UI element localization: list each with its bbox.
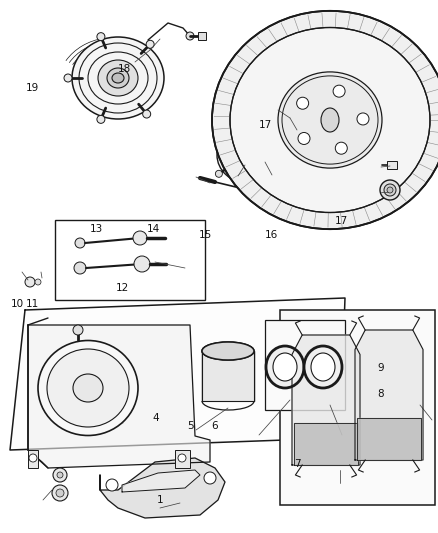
Text: 5: 5 (187, 422, 194, 431)
Circle shape (97, 115, 105, 123)
Text: 10: 10 (11, 299, 24, 309)
Text: 11: 11 (26, 299, 39, 309)
Ellipse shape (98, 60, 138, 96)
Polygon shape (10, 298, 345, 450)
Circle shape (256, 121, 263, 128)
Text: 4: 4 (152, 414, 159, 423)
Circle shape (335, 142, 347, 154)
Circle shape (106, 479, 118, 491)
Circle shape (29, 454, 37, 462)
Circle shape (143, 110, 151, 118)
Circle shape (256, 182, 263, 189)
Circle shape (56, 489, 64, 497)
Text: 14: 14 (147, 224, 160, 234)
Polygon shape (355, 330, 423, 460)
Polygon shape (122, 470, 200, 492)
Text: 17: 17 (335, 216, 348, 226)
Ellipse shape (273, 353, 297, 381)
Polygon shape (294, 423, 358, 465)
Bar (175, 450, 190, 468)
Polygon shape (100, 458, 225, 518)
Circle shape (387, 187, 393, 193)
Text: 8: 8 (378, 390, 385, 399)
Ellipse shape (321, 108, 339, 132)
Circle shape (97, 33, 105, 41)
Text: 16: 16 (265, 230, 278, 239)
Circle shape (74, 262, 86, 274)
Polygon shape (357, 418, 421, 460)
Ellipse shape (107, 68, 129, 88)
Circle shape (53, 468, 67, 482)
Bar (280, 310, 435, 505)
Circle shape (146, 41, 154, 49)
Circle shape (357, 113, 369, 125)
Text: 9: 9 (378, 363, 385, 373)
Polygon shape (292, 335, 360, 465)
Circle shape (204, 472, 216, 484)
Ellipse shape (232, 141, 264, 169)
Text: 17: 17 (258, 120, 272, 130)
Text: 15: 15 (199, 230, 212, 239)
Text: 12: 12 (116, 283, 129, 293)
Bar (28, 450, 38, 468)
Circle shape (297, 97, 309, 109)
Ellipse shape (311, 353, 335, 381)
Circle shape (298, 133, 310, 144)
Ellipse shape (209, 345, 247, 357)
Ellipse shape (202, 342, 254, 360)
Ellipse shape (266, 346, 304, 388)
Text: 18: 18 (118, 64, 131, 74)
Ellipse shape (202, 342, 254, 360)
Bar (55, 220, 205, 300)
Bar (265, 320, 345, 410)
Circle shape (133, 231, 147, 245)
Circle shape (280, 151, 287, 158)
Circle shape (384, 184, 396, 196)
Bar (198, 32, 206, 40)
Ellipse shape (304, 346, 342, 388)
Circle shape (35, 279, 41, 285)
Circle shape (134, 256, 150, 272)
Circle shape (333, 85, 345, 97)
Circle shape (380, 180, 400, 200)
Polygon shape (28, 325, 210, 468)
Text: 13: 13 (90, 224, 103, 234)
Ellipse shape (212, 11, 438, 229)
Ellipse shape (230, 28, 430, 213)
Circle shape (178, 454, 186, 462)
Ellipse shape (112, 73, 124, 83)
Circle shape (25, 277, 35, 287)
Circle shape (64, 74, 72, 82)
Bar (387, 161, 397, 169)
Ellipse shape (72, 37, 164, 119)
Circle shape (75, 238, 85, 248)
Circle shape (215, 171, 223, 177)
Text: 6: 6 (211, 422, 218, 431)
Ellipse shape (240, 148, 256, 162)
Text: 7: 7 (294, 459, 301, 469)
Bar (202, 351, 254, 401)
Text: 1: 1 (156, 495, 163, 505)
Circle shape (215, 133, 223, 140)
Ellipse shape (38, 341, 138, 435)
Ellipse shape (47, 349, 129, 427)
Circle shape (52, 485, 68, 501)
Circle shape (186, 32, 194, 40)
Circle shape (73, 325, 83, 335)
Ellipse shape (73, 374, 103, 402)
Ellipse shape (278, 72, 382, 168)
Ellipse shape (217, 127, 279, 183)
Text: 19: 19 (26, 83, 39, 93)
Circle shape (57, 472, 63, 478)
